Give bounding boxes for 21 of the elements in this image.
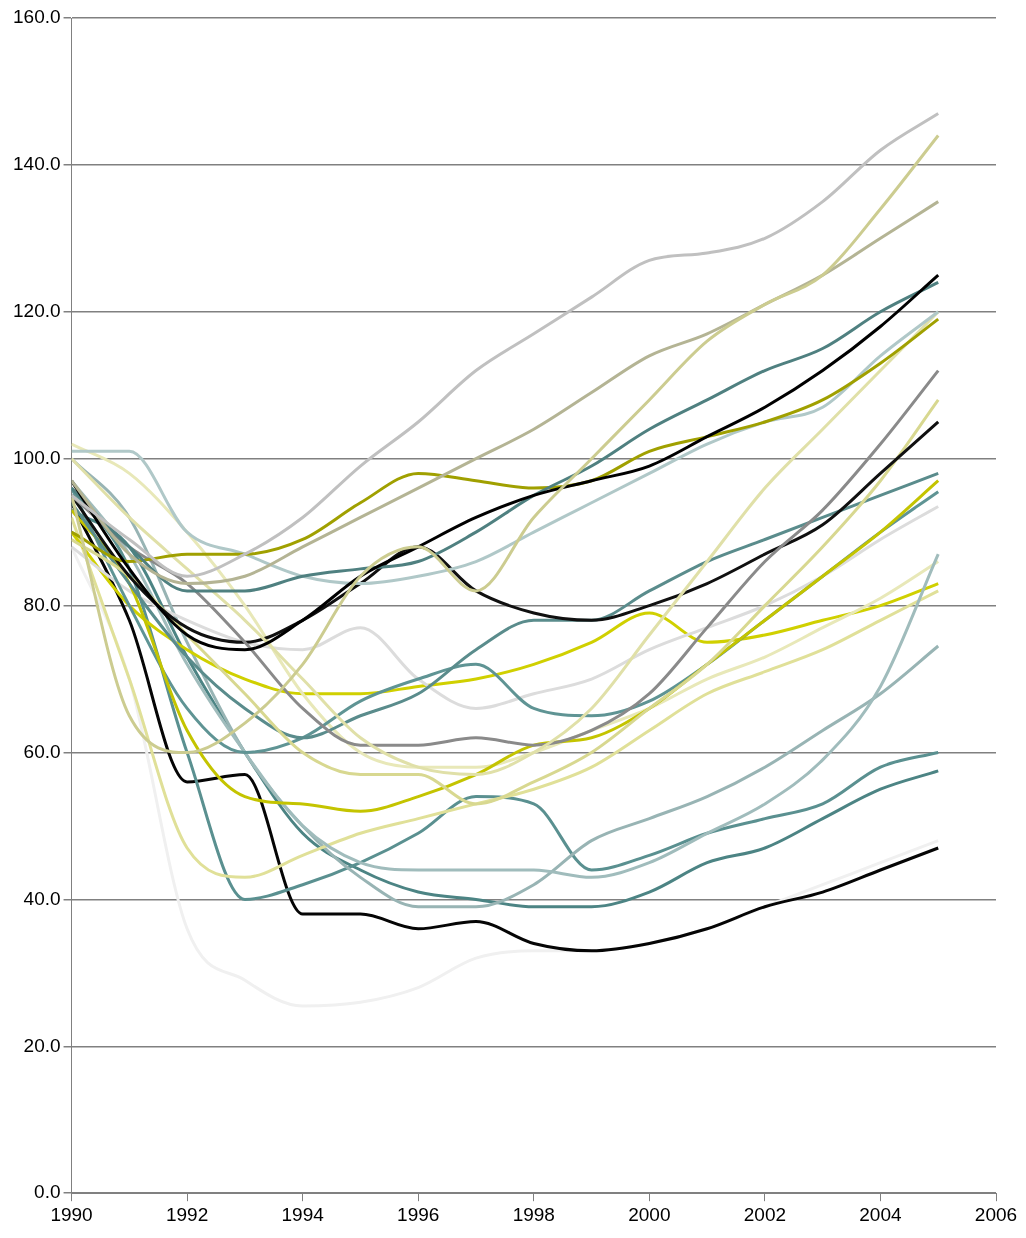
y-tick-label: 160.0 bbox=[13, 6, 61, 28]
x-tick-label: 1998 bbox=[512, 1203, 555, 1225]
x-tick-label: 2006 bbox=[974, 1203, 1018, 1225]
x-tick-label: 2002 bbox=[743, 1203, 787, 1225]
line-series bbox=[71, 273, 940, 652]
y-tick-label: 120.0 bbox=[13, 300, 61, 322]
y-tick-label: 0.0 bbox=[34, 1181, 61, 1203]
x-tick-label: 2000 bbox=[628, 1203, 671, 1225]
y-tick-label: 100.0 bbox=[13, 446, 61, 468]
x-tick-label: 1996 bbox=[397, 1203, 440, 1225]
x-tick-label: 1990 bbox=[50, 1203, 93, 1225]
y-tick-label: 140.0 bbox=[13, 153, 61, 175]
y-tick-label: 80.0 bbox=[23, 593, 61, 615]
y-tick-label: 40.0 bbox=[23, 887, 61, 909]
line-series bbox=[71, 111, 940, 578]
x-tick-label: 1994 bbox=[281, 1203, 325, 1225]
line-series bbox=[71, 310, 940, 777]
y-tick-label: 60.0 bbox=[23, 740, 61, 762]
y-tick-label: 20.0 bbox=[23, 1034, 61, 1056]
x-tick-label: 2004 bbox=[859, 1203, 902, 1225]
x-tick-label: 1992 bbox=[165, 1203, 209, 1225]
